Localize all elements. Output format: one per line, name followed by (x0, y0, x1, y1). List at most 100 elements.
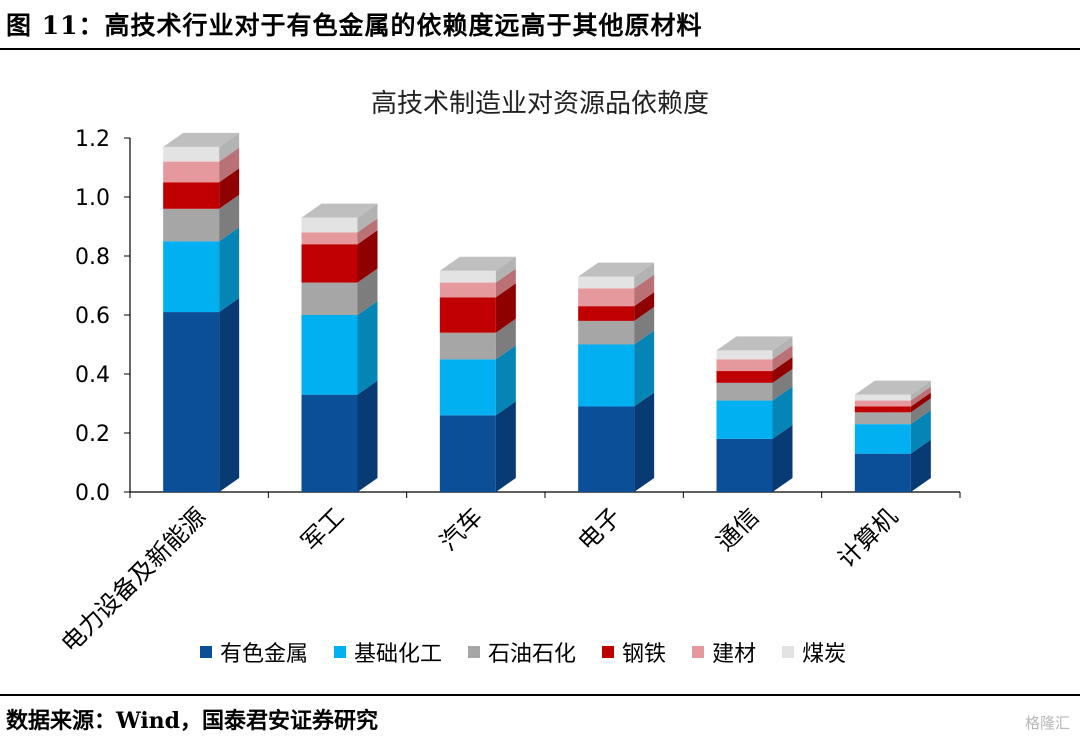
bar-segment-front (854, 406, 911, 413)
bar-segment-front (439, 332, 496, 360)
bar-segment-front (163, 208, 220, 242)
bar-segment-front (301, 244, 358, 283)
bar-segment-front (578, 288, 635, 307)
bar-segment-side (357, 301, 378, 395)
bar-segment-side (219, 194, 240, 242)
bar-segment-side (910, 398, 931, 425)
bar-segment-front (716, 438, 773, 492)
x-tick-label: 计算机 (832, 502, 903, 573)
bar-top-face (439, 256, 516, 271)
legend-swatch (692, 646, 705, 658)
legend-label: 有色金属 (220, 642, 309, 667)
bar-segment-front (716, 350, 773, 360)
bar-segment-side (634, 262, 655, 289)
bar-segment-side (634, 330, 655, 407)
bar-segment-front (163, 241, 220, 313)
bar-segment-side (910, 386, 931, 407)
bar-top-face (578, 262, 655, 277)
bar-segment-side (357, 230, 378, 283)
bar-top-face (163, 132, 240, 147)
bar-segment-side (357, 203, 378, 233)
chart-bars (163, 132, 931, 492)
bar-segment-side (495, 318, 516, 360)
legend-label: 建材 (712, 642, 757, 667)
legend-swatch (200, 646, 212, 658)
legend-swatch (782, 646, 795, 658)
bar-segment-front (301, 217, 358, 233)
legend-swatch (602, 646, 615, 658)
bar-segment-side (772, 386, 793, 439)
y-tick-label: 0.8 (75, 245, 110, 270)
bar-segment-side (219, 298, 240, 492)
x-axis-labels: 电力设备及新能源 军工 汽车 电子 通信 计算机 (56, 502, 903, 658)
stacked-bar-chart: 高技术制造业对资源品依赖度 0.0 0.2 0.4 0.6 0.8 1.0 1.2 电力设备… (56, 89, 961, 658)
bar-segment-front (578, 320, 635, 345)
bar-segment-side (495, 345, 516, 416)
bar-segment-front (439, 415, 496, 492)
bar-segment-side (495, 268, 516, 298)
legend-label: 石油石化 (488, 642, 577, 667)
bar-segment-front (854, 424, 911, 454)
legend-item: 基础化工 (334, 636, 442, 668)
legend-label: 钢铁 (622, 642, 667, 667)
bar-segment-side (495, 256, 516, 283)
bar-segment-front (163, 146, 220, 162)
chart-legend: 有色金属 基础化工 石油石化 钢铁 建材 煤炭 (200, 636, 846, 668)
legend-label: 基础化工 (354, 642, 443, 667)
legend-item: 建材 (692, 636, 756, 668)
bar-segment-side (219, 147, 240, 183)
bar-segment-side (772, 368, 793, 401)
bar-stack (854, 380, 931, 492)
watermark-logo: 格隆汇 (1024, 714, 1070, 732)
bar-stack (163, 132, 240, 492)
bar-segment-front (439, 270, 496, 283)
bar-top-face (854, 380, 931, 395)
top-rule (0, 48, 1080, 50)
legend-item: 石油石化 (468, 636, 576, 668)
bar-segment-front (301, 315, 358, 395)
figure-title: 图 11：高技术行业对于有色金属的依赖度远高于其他原材料 (6, 11, 703, 40)
bar-segment-side (772, 345, 793, 372)
legend-swatch (468, 646, 481, 658)
bar-segment-front (163, 312, 220, 492)
bar-segment-side (772, 424, 793, 492)
bar-segment-side (910, 380, 931, 401)
bar-segment-front (578, 344, 635, 407)
x-tick-label: 汽车 (434, 502, 488, 556)
x-tick-label: 电子 (573, 502, 627, 556)
bar-segment-side (357, 380, 378, 492)
bar-segment-front (301, 282, 358, 315)
bar-segment-front (716, 382, 773, 401)
bar-segment-front (716, 371, 773, 383)
bar-segment-front (716, 400, 773, 439)
bar-top-face (716, 336, 793, 351)
x-tick-label: 通信 (711, 502, 765, 556)
bar-segment-side (910, 439, 931, 492)
y-tick-label: 0.4 (75, 363, 110, 388)
bar-segment-front (716, 359, 773, 372)
bar-top-face (301, 203, 378, 218)
bar-segment-front (163, 161, 220, 183)
bar-segment-side (219, 132, 240, 162)
bar-segment-side (357, 268, 378, 315)
legend-item: 有色金属 (200, 636, 308, 668)
bar-segment-front (301, 394, 358, 492)
bar-segment-front (854, 400, 911, 407)
bar-stack (439, 256, 516, 492)
bar-stack (578, 262, 655, 492)
bar-segment-side (495, 283, 516, 333)
bar-segment-front (439, 297, 496, 333)
bar-segment-side (910, 410, 931, 454)
y-tick-label: 0.2 (75, 422, 110, 447)
bar-segment-front (854, 412, 911, 425)
bar-segment-front (439, 282, 496, 298)
bar-segment-front (439, 359, 496, 416)
legend-item: 煤炭 (782, 636, 846, 668)
y-tick-label: 0.0 (75, 481, 110, 506)
bar-segment-front (854, 394, 911, 401)
chart-title: 高技术制造业对资源品依赖度 (371, 89, 709, 119)
y-tick-label: 1.0 (75, 186, 110, 211)
bar-segment-side (634, 392, 655, 492)
bar-segment-side (634, 274, 655, 307)
x-tick-label: 军工 (296, 502, 350, 556)
